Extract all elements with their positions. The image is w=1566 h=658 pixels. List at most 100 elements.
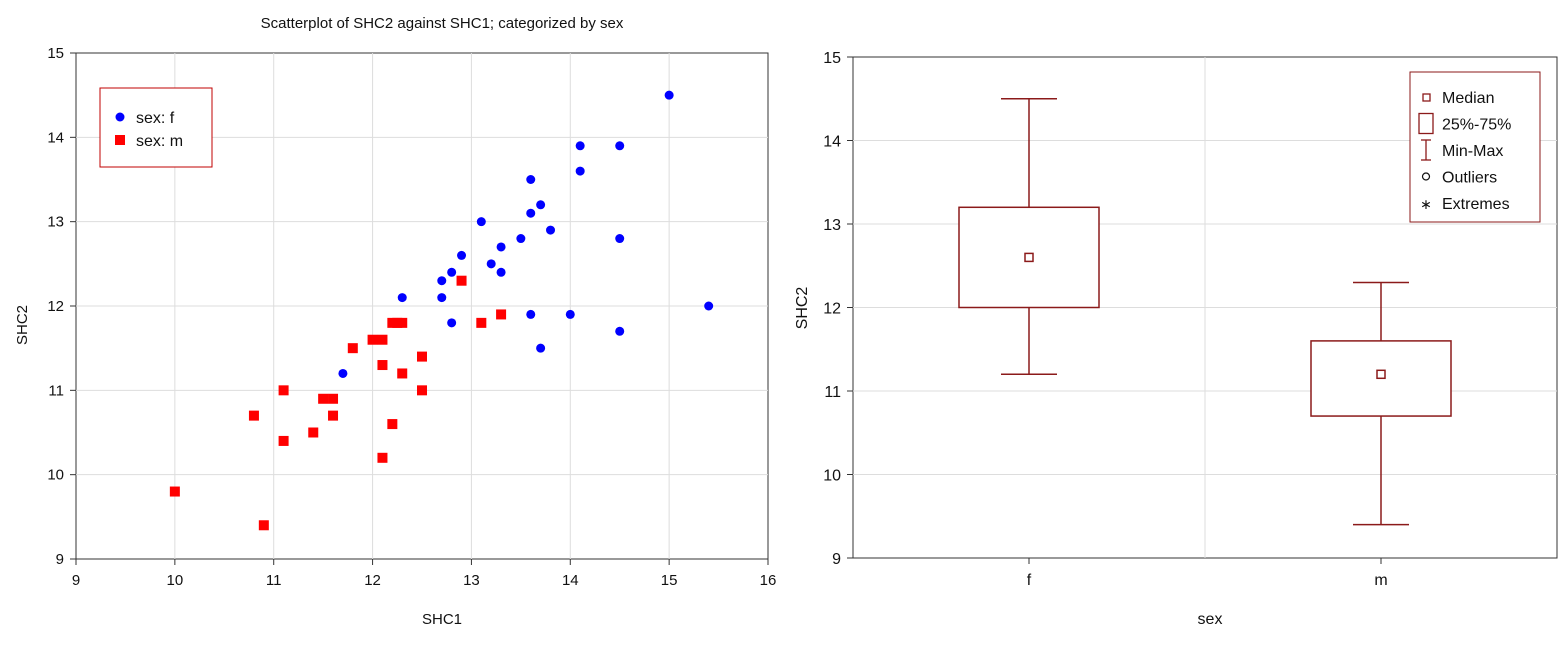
scatter-point-f: [546, 225, 556, 235]
scatter-y-tick-label: 9: [56, 551, 64, 568]
box-legend-label: Min-Max: [1442, 143, 1503, 160]
scatter-point-m: [169, 486, 180, 497]
scatter-legend: sex: f sex: m: [99, 87, 213, 168]
scatter-legend-box: [99, 87, 213, 168]
box-y-tick-label: 11: [824, 384, 841, 401]
scatter-point-f: [486, 259, 496, 269]
scatter-x-ticks: 9 10 11 12 13 14 15 16: [72, 559, 777, 589]
scatter-title: Scatterplot of SHC2 against SHC1; catego…: [261, 15, 624, 32]
scatter-point-m: [367, 334, 378, 345]
scatter-point-m: [417, 351, 427, 362]
scatter-y-tick-label: 15: [47, 45, 64, 62]
scatter-point-f: [575, 166, 585, 176]
scatter-point-f: [575, 141, 585, 151]
box-x-tick-label: f: [1027, 572, 1032, 589]
scatter-point-m: [377, 334, 388, 345]
scatter-point-m: [328, 410, 339, 421]
scatter-x-tick-label: 12: [364, 572, 381, 589]
scatter-point-f: [437, 276, 447, 286]
scatter-y-axis-label: SHC2: [14, 305, 31, 345]
box-y-tick-label: 10: [823, 468, 841, 485]
box-x-tick-label: m: [1374, 572, 1387, 589]
scatter-point-m: [456, 275, 467, 286]
scatter-point-f: [457, 250, 467, 260]
scatter-point-f: [496, 267, 506, 277]
scatter-x-tick-label: 15: [661, 572, 678, 589]
scatter-chart: Scatterplot of SHC2 against SHC1; catego…: [14, 15, 776, 628]
legend-median-icon: [1422, 93, 1431, 102]
scatter-point-m: [258, 520, 269, 531]
legend-marker-m-icon: [115, 135, 125, 145]
scatter-x-axis-label: SHC1: [422, 611, 462, 628]
scatter-x-tick-label: 16: [760, 572, 777, 589]
box-median-marker: [1376, 369, 1386, 380]
box-y-tick-label: 15: [823, 50, 841, 67]
box-x-axis-label: sex: [1198, 611, 1223, 628]
scatter-points: [169, 90, 714, 531]
scatter-y-tick-label: 14: [47, 129, 64, 146]
box-legend-box: [1409, 71, 1541, 223]
scatter-point-m: [278, 385, 289, 396]
scatter-point-f: [496, 242, 506, 252]
box-median-marker: [1024, 252, 1034, 263]
scatter-point-f: [447, 267, 457, 277]
scatter-point-f: [615, 234, 625, 244]
box-y-tick-label: 13: [823, 217, 841, 234]
box-legend: Median 25%-75% Min-Max Outliers ∗ Extremes: [1409, 71, 1541, 223]
scatter-point-f: [476, 217, 486, 227]
scatter-x-tick-label: 11: [266, 572, 282, 589]
scatter-point-f: [397, 293, 407, 303]
scatter-point-f: [615, 141, 625, 151]
box-legend-label: Outliers: [1442, 170, 1497, 187]
legend-extreme-icon: ∗: [1420, 196, 1432, 212]
box-legend-label: Extremes: [1442, 196, 1510, 213]
scatter-point-m: [496, 309, 507, 320]
scatter-y-tick-label: 12: [47, 298, 64, 315]
legend-outlier-icon: [1421, 172, 1431, 181]
scatter-x-tick-label: 13: [463, 572, 480, 589]
legend-box-icon: [1418, 112, 1434, 135]
box-legend-label: Median: [1442, 90, 1494, 107]
scatter-point-f: [526, 208, 536, 218]
scatter-point-m: [476, 317, 487, 328]
box-y-ticks: 9 10 11 12 13 14 15: [823, 50, 853, 568]
scatter-point-f: [526, 309, 536, 319]
scatter-y-tick-label: 13: [47, 214, 64, 231]
scatter-point-m: [377, 360, 388, 371]
scatter-x-tick-label: 10: [167, 572, 184, 589]
box-legend-label: 25%-75%: [1442, 117, 1511, 134]
scatter-y-tick-label: 11: [48, 382, 64, 399]
box-y-tick-label: 12: [823, 301, 841, 318]
scatter-point-f: [704, 301, 714, 311]
box-y-tick-label: 14: [823, 134, 841, 151]
scatter-point-f: [615, 326, 625, 336]
scatter-point-f: [447, 318, 457, 328]
scatter-legend-label: sex: f: [136, 110, 175, 127]
scatter-point-m: [328, 393, 339, 404]
scatter-point-f: [536, 200, 546, 210]
scatter-point-m: [387, 419, 398, 430]
scatter-point-f: [338, 368, 348, 378]
scatter-y-ticks: 9 10 11 12 13 14 15: [47, 45, 76, 568]
scatter-grid: [76, 53, 768, 559]
scatter-point-m: [397, 317, 408, 328]
scatter-point-f: [565, 309, 575, 319]
scatter-y-tick-label: 10: [47, 467, 64, 484]
scatter-point-m: [308, 427, 319, 438]
scatter-point-m: [248, 410, 259, 421]
scatter-point-m: [347, 343, 358, 354]
scatter-x-tick-label: 9: [72, 572, 80, 589]
scatter-legend-label: sex: m: [136, 133, 183, 150]
scatter-point-m: [397, 368, 408, 379]
scatter-point-f: [536, 343, 546, 353]
scatter-point-f: [516, 234, 526, 244]
scatter-point-m: [377, 452, 388, 463]
scatter-x-tick-label: 14: [562, 572, 579, 589]
scatter-point-f: [526, 175, 536, 184]
legend-marker-f-icon: [115, 112, 125, 122]
scatter-point-f: [437, 293, 447, 303]
scatter-point-f: [664, 90, 674, 100]
